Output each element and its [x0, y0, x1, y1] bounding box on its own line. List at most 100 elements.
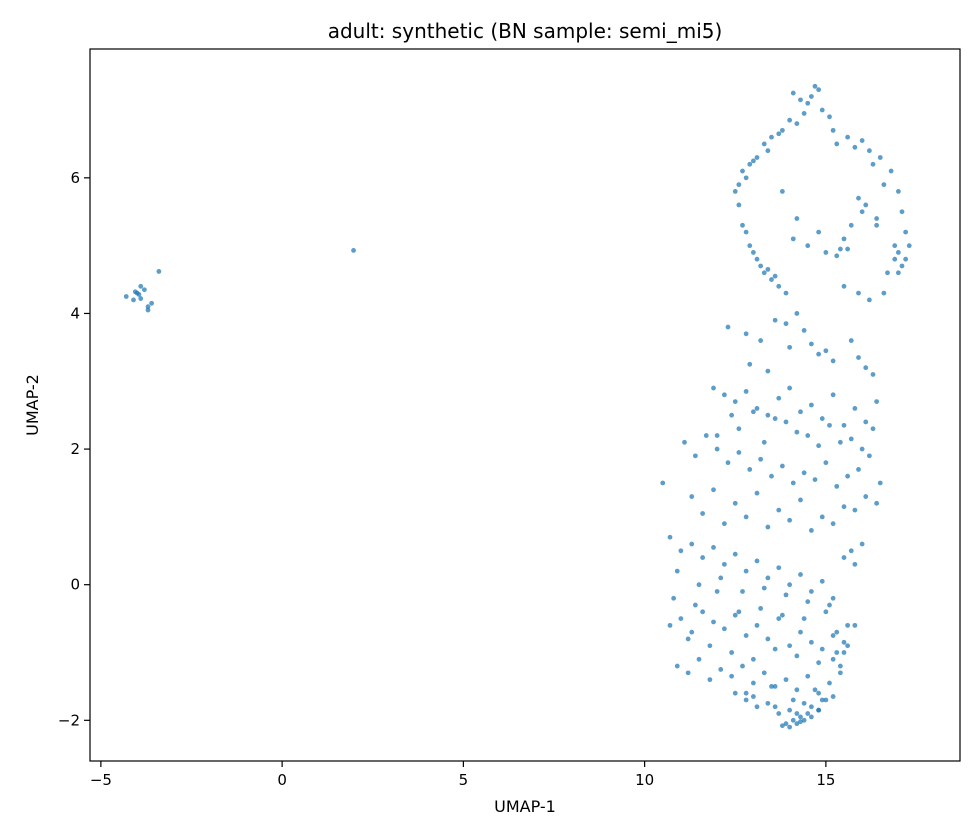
scatter-point: [754, 558, 760, 564]
scatter-point: [725, 460, 731, 466]
y-tick-label: 6: [70, 169, 80, 187]
scatter-point: [776, 616, 782, 621]
scatter-point: [732, 189, 738, 194]
scatter-point: [747, 243, 753, 249]
x-tick-label: 5: [459, 771, 469, 789]
y-tick-label: 2: [70, 440, 80, 458]
scatter-point: [758, 456, 764, 462]
scatter-point: [837, 246, 843, 252]
scatter-point: [852, 622, 858, 628]
scatter-point: [714, 433, 720, 438]
scatter-point: [816, 229, 822, 235]
scatter-point: [794, 429, 800, 435]
scatter-point: [743, 690, 749, 696]
x-tick-label: 10: [635, 771, 654, 789]
scatter-point: [736, 450, 742, 455]
scatter-point: [841, 504, 847, 510]
scatter-point: [787, 643, 793, 649]
scatter-point: [754, 622, 760, 628]
scatter-point: [714, 589, 720, 594]
scatter-point: [667, 534, 673, 540]
scatter-point: [743, 229, 749, 235]
scatter-point: [881, 182, 887, 188]
scatter-point: [852, 561, 858, 567]
scatter-point: [790, 90, 796, 96]
scatter-point: [769, 134, 774, 140]
scatter-point: [830, 127, 836, 133]
scatter-point: [892, 243, 898, 249]
scatter-point: [841, 650, 847, 655]
scatter-point: [819, 514, 825, 520]
scatter-point: [149, 300, 155, 306]
scatter-point: [798, 497, 803, 503]
scatter-point: [834, 483, 840, 489]
scatter-point: [765, 368, 771, 374]
scatter-point: [808, 589, 814, 594]
scatter-point: [816, 87, 822, 93]
scatter-point: [848, 222, 854, 228]
scatter-point: [750, 656, 756, 662]
scatter-point: [794, 653, 800, 659]
scatter-point: [682, 439, 687, 445]
y-tick-label: 0: [70, 576, 80, 594]
scatter-point: [711, 545, 716, 550]
scatter-point: [808, 639, 814, 645]
scatter-point: [761, 141, 767, 147]
scatter-point: [156, 269, 162, 274]
scatter-point: [779, 127, 785, 133]
scatter-point: [819, 578, 825, 584]
scatter-point: [841, 236, 847, 242]
scatter-point: [798, 409, 803, 415]
x-axis-label: UMAP-1: [494, 797, 556, 816]
scatter-point: [841, 422, 847, 428]
scatter-point: [779, 723, 785, 729]
scatter-point: [798, 97, 803, 103]
scatter-point: [783, 321, 789, 327]
scatter-point: [859, 446, 865, 452]
scatter-point: [805, 599, 811, 605]
scatter-point: [866, 453, 872, 459]
scatter-point: [692, 602, 698, 608]
scatter-point: [736, 426, 742, 432]
scatter-point: [859, 138, 865, 143]
scatter-point: [692, 453, 698, 459]
scatter-point: [870, 372, 876, 377]
scatter-point: [145, 304, 151, 310]
scatter-point: [747, 361, 753, 367]
scatter-point: [732, 500, 738, 506]
scatter-point: [837, 663, 843, 669]
scatter-point: [743, 514, 749, 520]
scatter-point: [772, 416, 778, 421]
scatter-point: [859, 541, 865, 547]
scatter-point: [674, 568, 680, 574]
scatter-point: [685, 670, 691, 676]
scatter-point: [808, 94, 814, 99]
scatter-point: [903, 256, 909, 262]
y-tick-label: −2: [58, 711, 80, 729]
scatter-point: [689, 494, 695, 499]
scatter-point: [805, 711, 811, 716]
scatter-point: [765, 524, 771, 530]
scatter-point: [808, 402, 814, 408]
scatter-point: [866, 297, 872, 303]
scatter-point: [696, 582, 702, 588]
scatter-point: [823, 609, 829, 615]
scatter-point: [732, 551, 738, 557]
scatter-point: [707, 677, 713, 683]
scatter-point: [790, 236, 796, 242]
scatter-point: [848, 436, 854, 442]
plot-frame: [89, 48, 961, 762]
scatter-point: [823, 250, 829, 255]
scatter-point: [845, 473, 851, 479]
scatter-point: [852, 507, 858, 513]
scatter-point: [816, 443, 822, 449]
scatter-point: [678, 616, 684, 621]
points-layer: [123, 83, 912, 730]
scatter-point: [787, 344, 793, 350]
scatter-point: [812, 687, 818, 693]
scatter-point: [783, 290, 789, 296]
scatter-point: [689, 629, 695, 635]
scatter-point: [877, 155, 883, 160]
scatter-point: [841, 283, 847, 289]
scatter-point: [765, 412, 771, 418]
